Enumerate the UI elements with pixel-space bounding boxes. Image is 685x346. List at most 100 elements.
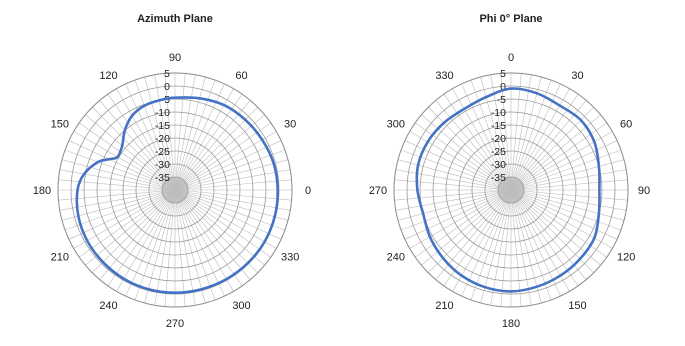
spoke <box>414 122 512 191</box>
spoke <box>99 189 176 280</box>
spoke <box>421 189 512 266</box>
spoke <box>85 189 176 266</box>
spoke <box>174 189 196 306</box>
spoke <box>99 100 176 191</box>
grid-ring <box>471 150 551 230</box>
spoke <box>470 189 512 301</box>
spoke <box>400 189 512 231</box>
spoke <box>134 189 176 301</box>
angular-gridlines <box>58 73 292 307</box>
spoke <box>174 79 216 191</box>
spoke <box>174 189 243 287</box>
spoke <box>58 179 176 191</box>
spoke <box>174 189 225 297</box>
spoke <box>510 149 622 191</box>
spoke <box>500 73 512 191</box>
grid-ring <box>393 72 629 308</box>
spoke <box>404 189 512 240</box>
radial-tick-label: 0 <box>500 81 506 93</box>
spoke <box>395 189 512 211</box>
spoke <box>174 122 272 191</box>
spoke <box>480 189 512 304</box>
spoke <box>174 73 186 191</box>
spoke <box>510 159 625 191</box>
angle-label: 60 <box>235 70 247 82</box>
spoke <box>510 189 561 297</box>
grid-ring <box>96 111 254 269</box>
series-line-1 <box>75 96 280 294</box>
spoke <box>394 179 512 191</box>
spoke <box>174 189 291 211</box>
angle-label: 30 <box>571 70 583 82</box>
chart-title: Phi 0° Plane <box>479 13 542 25</box>
spoke <box>510 179 628 191</box>
spoke <box>452 88 512 191</box>
spoke <box>174 189 258 273</box>
spoke <box>174 189 186 307</box>
angle-label: 30 <box>284 119 296 131</box>
grid-ring <box>458 137 564 243</box>
radial-tick-labels: 50-5-10-15-20-25-30-35 <box>491 68 506 184</box>
polar-chart-2: 50-5-10-15-20-25-30-35030609012015018021… <box>369 13 650 330</box>
spoke <box>510 140 618 191</box>
angle-label: 300 <box>387 119 405 131</box>
spoke <box>470 79 512 191</box>
spoke <box>59 189 176 211</box>
spoke <box>510 189 552 301</box>
spoke <box>174 114 265 191</box>
spoke <box>394 189 512 201</box>
spoke <box>421 114 512 191</box>
angle-label: 330 <box>281 252 299 264</box>
spoke <box>510 189 625 221</box>
spoke <box>174 159 289 191</box>
spoke <box>510 189 618 240</box>
angle-label: 0 <box>305 185 311 197</box>
spoke <box>510 76 542 191</box>
radial-tick-label: 5 <box>500 68 506 80</box>
spoke <box>144 76 176 191</box>
spoke <box>174 140 282 191</box>
angular-gridlines <box>394 73 628 307</box>
spoke <box>61 189 176 221</box>
spoke <box>435 100 512 191</box>
angle-label: 90 <box>169 52 181 64</box>
spoke <box>107 93 176 191</box>
spoke <box>174 189 251 280</box>
spoke <box>154 189 176 306</box>
spoke <box>174 189 292 201</box>
spoke <box>92 189 176 273</box>
spoke <box>490 189 512 306</box>
spoke <box>174 76 206 191</box>
spoke <box>174 189 234 292</box>
radial-tick-label: -25 <box>491 146 506 158</box>
angle-label: 240 <box>387 252 405 264</box>
angle-labels: 0 30 60 90 120 150 180 210 240 270 300 330 <box>369 52 650 330</box>
angle-label: 150 <box>568 300 586 312</box>
radial-tick-label: -15 <box>491 120 506 132</box>
spoke <box>73 131 176 191</box>
spoke <box>510 189 628 201</box>
angle-label: 300 <box>232 300 250 312</box>
spoke <box>73 189 176 249</box>
spoke <box>174 189 206 304</box>
spoke <box>510 79 552 191</box>
grid-ring <box>406 85 616 295</box>
spoke <box>428 107 512 191</box>
radial-tick-label: -20 <box>155 133 170 145</box>
angle-label: 150 <box>51 119 69 131</box>
spoke <box>174 189 277 249</box>
spoke <box>68 189 176 240</box>
spoke <box>125 83 176 191</box>
spoke <box>174 189 286 231</box>
spoke <box>174 189 272 258</box>
radial-tick-label: -10 <box>491 107 506 119</box>
radial-tick-label: -25 <box>155 146 170 158</box>
spoke <box>61 159 176 191</box>
grid-ring <box>497 176 525 204</box>
grid-ring <box>122 137 228 243</box>
spoke <box>64 189 176 231</box>
spoke <box>164 73 176 191</box>
spoke <box>125 189 176 297</box>
